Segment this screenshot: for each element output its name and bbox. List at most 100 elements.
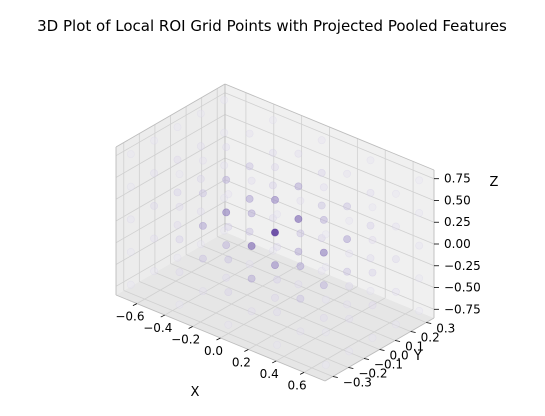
data-point [173,221,182,229]
data-point [247,307,256,316]
grid-z-left [115,157,226,222]
x-tick [216,337,221,341]
data-point [220,161,229,170]
data-point [126,215,135,224]
x-axis-label: X [191,385,200,400]
data-point [391,189,400,198]
data-point [273,340,281,349]
data-point [126,182,135,191]
y-tick-label: 0.0 [390,349,409,363]
data-point [366,221,375,230]
z-tick-label: −0.75 [444,302,481,316]
data-point [173,123,182,131]
z-tick-label: −0.50 [444,281,481,295]
data-point [366,286,375,295]
grid-y-floor [170,263,380,350]
data-point [247,176,256,185]
data-point [271,293,279,302]
data-point [366,254,375,263]
data-point [296,262,305,270]
x-tick [160,314,165,318]
data-point [296,229,305,238]
grid-z-back [224,222,435,310]
x-tick-label: 0.4 [260,367,279,381]
data-point [317,266,326,275]
grid-z-left [115,201,226,265]
data-point [247,274,256,283]
data-points [126,96,424,369]
y-tick [348,367,354,369]
data-point [271,163,279,172]
data-point [343,202,351,211]
axis-ticks: −0.6−0.4−0.20.00.20.40.6 −0.3−0.2−0.10.00… [115,172,480,393]
grid-z-left [115,92,226,157]
data-point [321,295,330,304]
grid-y-floor [217,236,427,323]
data-point [273,275,281,284]
data-point [368,301,377,310]
data-point [294,215,303,223]
data-point [126,150,135,158]
data-point [391,287,400,296]
data-point [196,207,205,216]
data-point [198,254,207,263]
grid-y-floor [123,290,333,377]
data-point [343,267,351,276]
data-point [294,149,303,158]
z-tick-label: −0.25 [444,259,481,273]
data-point [319,313,328,322]
grid-z-back [224,201,435,288]
data-point [222,143,231,151]
data-point [415,241,424,250]
data-point [294,247,303,256]
z-tick-label: 0.50 [444,193,471,207]
data-point [268,214,277,222]
data-point [415,176,424,185]
data-point [198,287,207,296]
data-point [391,255,400,263]
z-tick-label: 0.25 [444,215,471,229]
data-point [268,246,277,255]
data-point [345,347,354,356]
y-tick [379,349,385,351]
y-tick [363,358,370,360]
data-point [368,268,377,277]
data-point [247,242,256,250]
data-point [224,255,233,264]
data-point [196,142,205,151]
grid-z-left [115,135,226,200]
data-point [343,300,351,309]
data-point [366,188,375,197]
data-point [391,222,400,231]
data-point [415,209,424,217]
data-point [391,320,400,329]
data-point [319,281,328,290]
data-point [415,306,424,315]
data-point [245,129,254,138]
data-point [345,314,354,323]
x-tick [188,326,193,329]
data-point [294,280,303,289]
data-point [345,216,354,225]
data-point [175,202,184,211]
data-point [224,320,233,329]
data-point [343,235,351,243]
data-point [126,280,135,289]
y-tick [332,376,338,378]
data-point [345,249,354,258]
data-point [220,226,229,235]
data-point [343,169,351,178]
gridlines [115,88,435,377]
y-tick-label: −0.2 [358,367,387,381]
chart-title: 3D Plot of Local ROI Grid Points with Pr… [37,17,507,35]
x-tick [132,303,138,306]
x-tick [299,372,305,375]
data-point [245,227,254,236]
grid-z-back [224,114,435,201]
data-point [196,174,205,183]
data-point [220,128,229,137]
data-point [175,268,184,276]
x-tick-label: 0.2 [232,355,251,369]
data-point [321,263,330,271]
